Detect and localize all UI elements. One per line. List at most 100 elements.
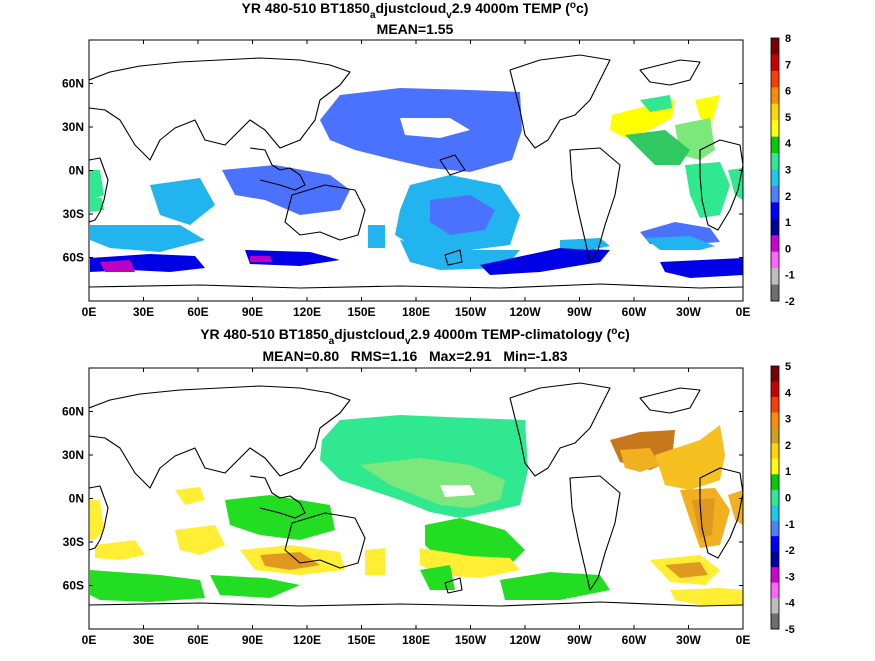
colorbar-swatch	[771, 218, 779, 236]
top-y-axis: 60N 30N 0N 30S 60S	[62, 77, 743, 265]
colorbar-swatch	[771, 87, 779, 105]
top-x-axis: 0E 30E 60E 90E 120E 150E 180E 150W 120W 90W 60W 30W…	[82, 40, 751, 319]
x-tick-label: 150W	[455, 305, 487, 319]
colorbar-swatch	[771, 396, 779, 413]
colorbar-swatch	[771, 103, 779, 121]
top-field-region	[90, 198, 104, 212]
bottom-field-region	[500, 572, 610, 600]
colorbar-swatch	[771, 38, 779, 55]
y-tick-label: 0N	[69, 492, 84, 506]
top-field-region	[728, 168, 743, 200]
colorbar-label: 1	[785, 217, 791, 229]
colorbar-label: 3	[785, 414, 791, 426]
colorbar-swatch	[771, 598, 779, 615]
x-tick-label: 180E	[402, 633, 430, 647]
x-tick-label: 90W	[567, 633, 592, 647]
bottom-x-axis: 0E 30E 60E 90E 120E 150E 180E 150W 120W 90W 60W 30W…	[82, 368, 750, 647]
top-panel: YR 480-510 BT1850adjustcloudv2.9 4000m T…	[62, 0, 795, 319]
bottom-field-region	[670, 588, 743, 605]
top-field-region	[400, 118, 470, 138]
colorbar-swatch	[771, 520, 779, 537]
colorbar-swatch	[771, 202, 779, 220]
top-title-line1: YR 480-510 BT1850adjustcloudv2.9 4000m T…	[242, 0, 589, 21]
colorbar-swatch	[771, 381, 779, 398]
y-tick-label: 60N	[62, 77, 84, 91]
colorbar-label: 5	[785, 112, 791, 124]
colorbar-swatch	[771, 458, 779, 475]
top-field-region	[150, 178, 215, 225]
top-field-region	[90, 225, 205, 252]
top-colorbar: 8 7 6 5 4 3 2 1 0 -1 -2	[770, 33, 795, 308]
top-field-region	[685, 162, 730, 218]
colorbar-label: 7	[785, 59, 791, 71]
colorbar-frame	[770, 37, 780, 302]
bottom-field-region	[420, 565, 455, 590]
colorbar-label: 1	[785, 466, 791, 478]
y-tick-label: 60S	[63, 579, 84, 593]
colorbar-label: -3	[785, 571, 795, 583]
colorbar-swatch	[771, 582, 779, 599]
top-field-region	[640, 95, 672, 112]
top-field	[90, 88, 743, 278]
colorbar-swatch	[771, 567, 779, 584]
x-tick-label: 30E	[133, 305, 154, 319]
x-tick-label: 30W	[676, 633, 701, 647]
bottom-field-region	[225, 495, 335, 540]
colorbar-swatch	[771, 505, 779, 522]
top-field-region	[250, 256, 272, 262]
bottom-field-region	[175, 525, 225, 555]
x-tick-label: 120E	[293, 305, 321, 319]
colorbar-swatch	[771, 474, 779, 491]
bottom-y-axis: 60N 30N 0N 30S 60S	[62, 405, 743, 593]
x-tick-label: 30W	[676, 305, 701, 319]
colorbar-label: 3	[785, 165, 791, 177]
top-field-region	[430, 195, 495, 235]
colorbar-swatch	[771, 412, 779, 429]
top-field-region	[90, 170, 104, 200]
x-tick-label: 0E	[82, 633, 97, 647]
colorbar-swatch	[771, 284, 779, 302]
x-tick-label: 180E	[402, 305, 430, 319]
x-tick-label: 150W	[455, 633, 487, 647]
bottom-field-region	[620, 448, 660, 472]
top-field-region	[400, 240, 520, 270]
colorbar-swatch	[771, 489, 779, 506]
colorbar-label: -5	[785, 624, 795, 636]
colorbar-label: 2	[785, 191, 791, 203]
bottom-field-region	[260, 552, 320, 570]
x-tick-label: 0E	[82, 305, 97, 319]
bottom-field-region	[360, 458, 505, 508]
x-tick-label: 60E	[187, 305, 208, 319]
y-tick-label: 30S	[63, 535, 84, 549]
colorbar-swatch	[771, 268, 779, 286]
colorbar-label: 8	[785, 33, 791, 45]
colorbar-label: 2	[785, 440, 791, 452]
top-title-line2: MEAN=1.55	[377, 21, 454, 37]
x-tick-label: 0E	[736, 305, 751, 319]
top-field-region	[480, 248, 610, 275]
bottom-field-region	[692, 498, 715, 538]
bottom-colorbar: 5 4 3 2 1 0 -1 -2 -3 -4 -5	[770, 361, 796, 636]
colorbar-label: -4	[785, 598, 796, 610]
top-field-region	[368, 225, 385, 248]
top-field-region	[625, 130, 690, 165]
x-tick-label: 30E	[133, 633, 154, 647]
colorbar-swatch	[771, 136, 779, 154]
top-field-region	[222, 165, 350, 215]
top-coastlines	[89, 54, 743, 289]
colorbar-label: 0	[785, 493, 791, 505]
x-tick-label: 120E	[293, 633, 321, 647]
colorbar-swatch	[771, 120, 779, 138]
x-tick-label: 60W	[622, 633, 647, 647]
bottom-panel: YR 480-510 BT1850adjustcloudv2.9 4000m T…	[62, 326, 796, 647]
colorbar-swatch	[771, 169, 779, 187]
bottom-coastlines	[89, 382, 743, 607]
colorbar-label: 4	[785, 387, 792, 399]
bottom-title-line1: YR 480-510 BT1850adjustcloudv2.9 4000m T…	[200, 326, 630, 347]
colorbar-swatch	[771, 551, 779, 568]
colorbar-swatch	[771, 70, 779, 88]
colorbar-swatch	[771, 443, 779, 460]
x-tick-label: 150E	[347, 305, 375, 319]
y-tick-label: 30N	[62, 120, 84, 134]
